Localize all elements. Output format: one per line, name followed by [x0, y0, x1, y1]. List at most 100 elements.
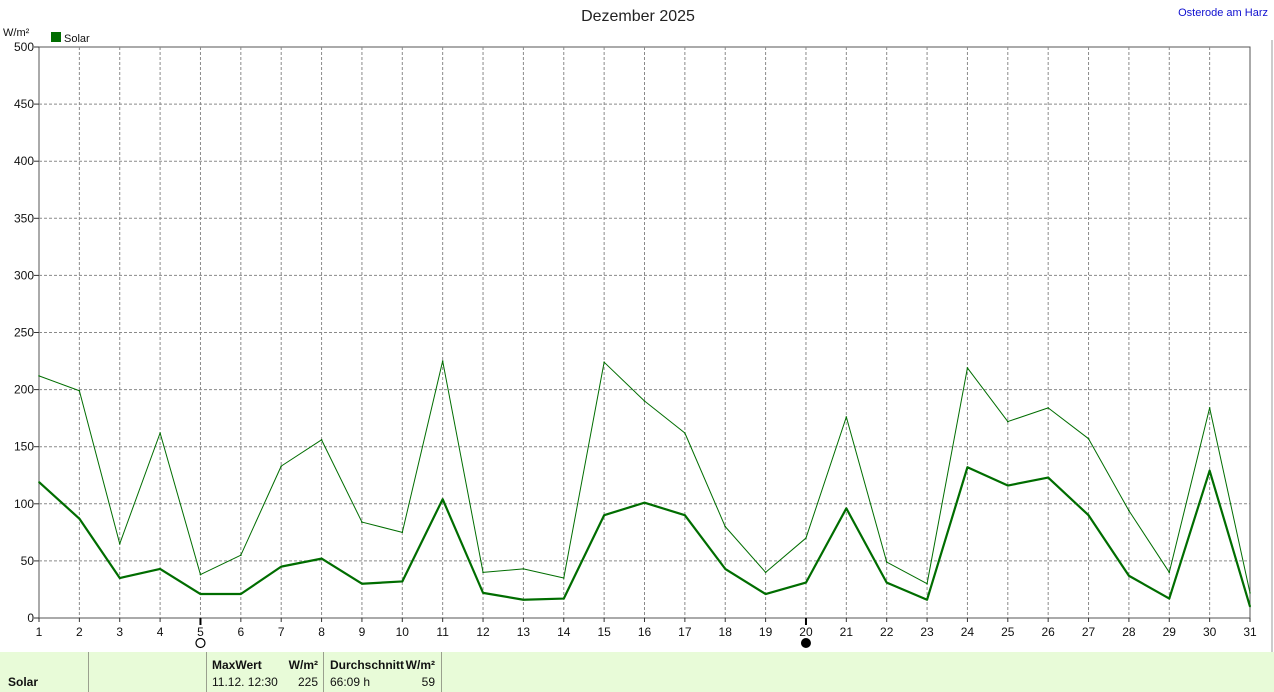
- solar-average-point: [361, 582, 363, 585]
- solar-average-point: [482, 592, 484, 594]
- footer-avg-unit: W/m²: [405, 658, 435, 672]
- solar-average-point: [401, 580, 404, 583]
- moon-phase-markers: [195, 618, 811, 649]
- solar-maximum-point: [401, 531, 404, 534]
- solar-average-point: [643, 501, 646, 504]
- footer-max-time: 11.12. 12:30: [212, 675, 278, 689]
- y-tick-label: 300: [14, 268, 34, 282]
- solar-maximum-point: [926, 582, 928, 585]
- solar-maximum-point: [1208, 407, 1211, 409]
- solar-average-point: [1047, 476, 1049, 479]
- solar-maximum-point: [684, 432, 686, 434]
- solar-average-point: [1128, 574, 1130, 577]
- x-tick-label: 3: [116, 625, 123, 639]
- footer-series-cell: Solar: [0, 652, 88, 692]
- solar-average-point: [159, 568, 161, 570]
- x-tick-label: 29: [1163, 625, 1177, 639]
- solar-average-point: [78, 517, 81, 520]
- solar-average-point: [845, 507, 848, 510]
- x-tick-label: 10: [396, 625, 410, 639]
- x-tick-label: 4: [157, 625, 164, 639]
- solar-maximum-point: [1007, 420, 1009, 423]
- grid: [39, 47, 1250, 618]
- x-tick-label: 23: [920, 625, 934, 639]
- solar-maximum-point: [78, 389, 81, 392]
- solar-maximum-point: [280, 465, 283, 467]
- solar-average-point: [966, 466, 969, 469]
- solar-maximum-point: [1047, 407, 1049, 409]
- solar-maximum-point: [1087, 437, 1090, 440]
- y-tick-label: 450: [14, 97, 34, 111]
- series-lines: [38, 360, 1252, 608]
- solar-average-point: [603, 514, 605, 517]
- y-axis-ticks: 0 50 100 150 200 250 300 350 400 450 500: [14, 40, 39, 625]
- footer-blank-cell: [88, 652, 207, 692]
- solar-average-point: [441, 498, 444, 501]
- solar-average-point: [724, 568, 727, 570]
- solar-average-point: [38, 481, 40, 483]
- x-axis-ticks: 1 2 3 4 5 6 7 8 9 10 11 12 13 14 15 16 17 18 19 20 21 22 23 24 2…: [36, 618, 1257, 639]
- y-tick-label: 400: [14, 154, 34, 168]
- solar-maximum-point: [1128, 509, 1130, 512]
- footer-max-cell: MaxWert W/m² 11.12. 12:30 225: [206, 652, 324, 692]
- solar-maximum-point: [562, 577, 565, 579]
- full-moon-icon: [195, 637, 206, 649]
- solar-average-point: [1007, 484, 1009, 487]
- footer-max-header: MaxWert: [212, 658, 262, 672]
- solar-maximum-point: [441, 360, 444, 362]
- x-tick-label: 27: [1082, 625, 1096, 639]
- x-tick-label: 2: [76, 625, 83, 639]
- footer-avg-duration: 66:09 h: [330, 675, 371, 689]
- y-tick-label: 0: [27, 611, 34, 625]
- solar-average-point: [1087, 514, 1090, 517]
- legend-label: Solar: [64, 33, 90, 45]
- x-tick-label: 1: [36, 625, 43, 639]
- footer-avg-cell: Durchschnitt W/m² 66:09 h 59: [323, 652, 442, 692]
- solar-maximum-point: [240, 554, 242, 556]
- solar-average-point: [522, 598, 525, 601]
- footer-avg-header: Durchschnitt: [330, 658, 405, 672]
- solar-maximum-point: [845, 416, 848, 418]
- solar-maximum-point: [764, 571, 767, 574]
- x-tick-label: 21: [840, 625, 854, 639]
- y-axis-unit: W/m²: [3, 27, 30, 39]
- y-tick-label: 150: [14, 440, 34, 454]
- x-tick-label: 13: [517, 625, 531, 639]
- x-tick-label: 28: [1122, 625, 1136, 639]
- footer-series-label: Solar: [8, 675, 39, 689]
- solar-maximum-point: [1168, 571, 1171, 574]
- solar-maximum-point: [522, 568, 525, 570]
- summary-footer: Solar MaxWert W/m² 11.12. 12:30 225 Durc…: [0, 652, 1274, 692]
- x-tick-label: 24: [961, 625, 975, 639]
- solar-maximum-point: [38, 375, 40, 377]
- x-tick-label: 17: [678, 625, 692, 639]
- y-tick-label: 250: [14, 326, 34, 340]
- x-tick-label: 7: [278, 625, 285, 639]
- solar-maximum-point: [159, 432, 161, 434]
- solar-maximum-point: [199, 573, 202, 576]
- solar-average-point: [805, 581, 807, 584]
- x-tick-label: 5: [197, 625, 204, 639]
- footer-max-unit: W/m²: [288, 658, 318, 672]
- solar-average-point: [320, 557, 323, 560]
- y-tick-label: 350: [14, 211, 34, 225]
- x-tick-label: 20: [799, 625, 813, 639]
- solar-average-point: [764, 593, 767, 595]
- solar-average-point: [1249, 605, 1251, 608]
- solar-maximum-point: [482, 571, 484, 574]
- x-tick-label: 22: [880, 625, 894, 639]
- location-link[interactable]: Osterode am Harz: [1178, 7, 1268, 19]
- x-tick-label: 8: [318, 625, 325, 639]
- y-tick-label: 50: [21, 554, 35, 568]
- solar-average-point: [240, 593, 242, 595]
- solar-maximum-point: [320, 439, 323, 441]
- x-tick-label: 9: [359, 625, 366, 639]
- solar-maximum-point: [643, 400, 646, 402]
- x-tick-label: 18: [719, 625, 733, 639]
- x-tick-label: 16: [638, 625, 652, 639]
- y-tick-label: 100: [14, 497, 34, 511]
- solar-maximum-point: [805, 537, 807, 539]
- solar-maximum-point: [724, 525, 727, 528]
- chart-title: Dezember 2025: [581, 8, 695, 25]
- solar-average-point: [684, 514, 686, 517]
